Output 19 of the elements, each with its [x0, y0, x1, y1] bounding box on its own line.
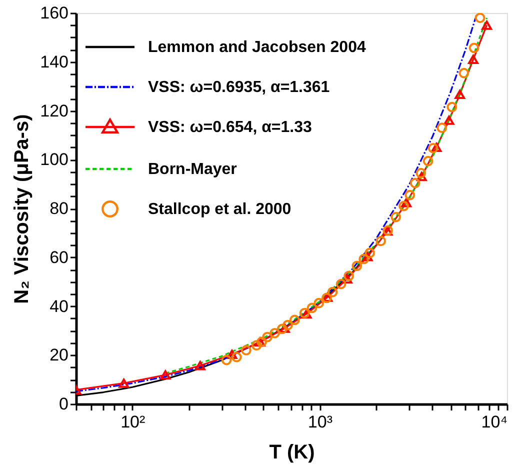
y-tick-label: 140	[40, 52, 68, 72]
y-tick-label: 100	[40, 150, 68, 170]
x-tick-label: 10²	[120, 412, 146, 432]
legend-label: Lemmon and Jacobsen 2004	[148, 39, 366, 56]
y-tick-label: 60	[50, 248, 68, 267]
y-tick-label: 80	[50, 199, 68, 218]
y-tick-label: 120	[40, 101, 68, 120]
y-tick-label: 20	[50, 346, 68, 365]
y-tick-label: 0	[59, 394, 68, 414]
legend-label: VSS: ω=0.6935, α=1.361	[148, 79, 330, 96]
x-axis-title: T (K)	[269, 442, 315, 464]
x-tick-label: 10³	[308, 412, 333, 432]
x-tick-label: 10⁴	[481, 412, 508, 432]
y-axis-title: N₂ Viscosity (μPa-s)	[11, 114, 34, 304]
legend-label: Stallcop et al. 2000	[148, 201, 292, 218]
y-tick-label: 160	[40, 4, 68, 22]
legend-label: Born-Mayer	[148, 161, 237, 178]
y-tick-label: 40	[50, 296, 68, 316]
legend-label: VSS: ω=0.654, α=1.33	[148, 119, 312, 136]
